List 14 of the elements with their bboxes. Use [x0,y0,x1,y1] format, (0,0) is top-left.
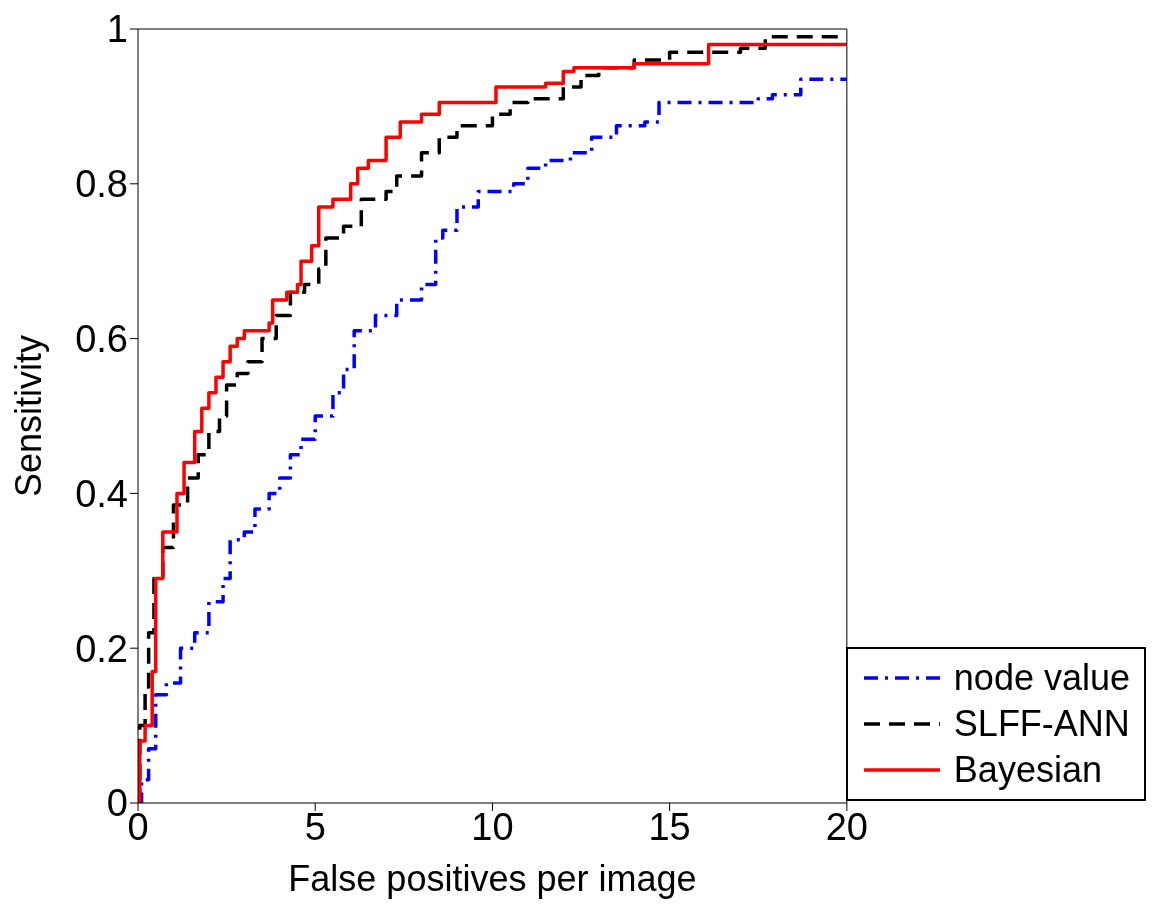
y-tick-label: 0.6 [75,318,128,361]
x-tick-label: 20 [825,805,868,848]
y-axis-title: Sensitivity [7,334,49,498]
legend-label: node value [953,657,1130,699]
y-tick-label: 0.8 [75,163,128,206]
x-tick-label: 10 [471,805,514,848]
x-tick-label: 5 [304,805,326,848]
y-tick-label: 0.2 [75,627,128,670]
y-tick-label: 1 [106,8,128,51]
legend-label: Bayesian [953,749,1102,791]
x-axis-title: False positives per image [288,858,697,899]
y-tick-label: 0.4 [75,472,128,515]
x-tick-label: 15 [648,805,691,848]
legend-label: SLFF-ANN [953,703,1130,745]
